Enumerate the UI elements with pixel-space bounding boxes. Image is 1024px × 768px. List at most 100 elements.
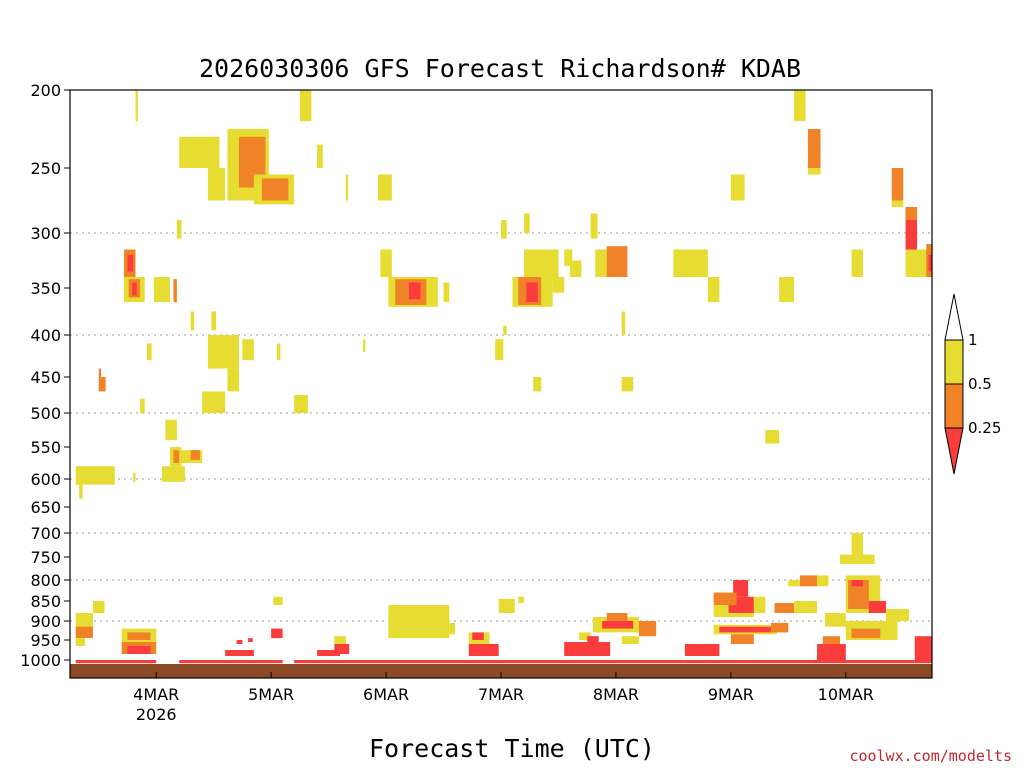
ri-cell-117 xyxy=(533,377,542,392)
ri-cell-84 xyxy=(799,575,818,587)
ri-cell-135 xyxy=(905,207,918,220)
y-tick-label-7: 550 xyxy=(30,438,61,457)
legend-bin-3 xyxy=(944,427,964,475)
ri-cell-43 xyxy=(92,601,105,613)
ri-cell-118 xyxy=(595,249,611,277)
surface-band-7 xyxy=(914,660,932,664)
ri-cell-109 xyxy=(523,249,559,277)
ri-cell-77 xyxy=(774,603,795,613)
ri-cell-42 xyxy=(75,613,93,629)
ri-cell-122 xyxy=(621,377,634,392)
y-tick-label-1: 250 xyxy=(30,159,61,178)
ri-cell-39 xyxy=(161,466,185,482)
ri-cell-41 xyxy=(273,596,283,605)
ri-cell-92 xyxy=(868,601,887,613)
ri-cell-36 xyxy=(173,450,180,463)
y-tick-label-11: 750 xyxy=(30,548,61,567)
ri-cell-25 xyxy=(227,368,239,392)
legend-label-0: 1 xyxy=(968,331,978,349)
y-tick-label-0: 200 xyxy=(30,81,61,100)
legend-bin-2 xyxy=(944,383,964,429)
surface-band-6 xyxy=(822,660,915,664)
ri-cell-115 xyxy=(495,339,504,361)
y-tick-label-3: 350 xyxy=(30,279,61,298)
ri-cell-76 xyxy=(753,596,766,613)
ri-cell-91 xyxy=(851,580,864,587)
ri-cell-21 xyxy=(176,220,182,239)
legend-bin-1 xyxy=(944,339,964,385)
ri-cell-103 xyxy=(380,249,392,277)
ri-cell-124 xyxy=(707,277,720,303)
ri-cell-90 xyxy=(848,580,869,609)
ri-cell-128 xyxy=(794,90,806,122)
ri-cell-3 xyxy=(135,90,138,122)
ri-cell-40 xyxy=(133,472,136,482)
ri-cell-62 xyxy=(248,638,253,642)
ri-cell-33 xyxy=(147,343,152,361)
ri-cell-57 xyxy=(334,636,346,644)
ri-cell-59 xyxy=(317,650,341,656)
ri-cell-65 xyxy=(602,621,634,629)
surface-band-0 xyxy=(75,660,157,664)
ri-cell-67 xyxy=(638,621,657,637)
chart-title: 2026030306 GFS Forecast Richardson# KDAB xyxy=(199,54,801,83)
ri-cell-11 xyxy=(317,144,323,168)
ri-cell-49 xyxy=(127,646,151,654)
ri-cell-78 xyxy=(794,601,818,613)
ri-cell-116 xyxy=(503,325,507,335)
ri-cell-19 xyxy=(153,277,170,303)
credit-text: coolwx.com/modelts xyxy=(849,747,1012,765)
ri-cell-82 xyxy=(771,622,789,633)
plot-area xyxy=(70,90,932,678)
ri-cell-30 xyxy=(98,368,102,377)
y-tick-label-8: 600 xyxy=(30,470,61,489)
ri-cell-13 xyxy=(378,174,392,201)
plot-frame xyxy=(69,89,933,679)
ri-cell-32 xyxy=(140,398,145,413)
ri-cell-50 xyxy=(388,605,450,639)
ri-cell-126 xyxy=(779,277,795,303)
legend-bin-0 xyxy=(944,293,964,341)
y-tick-label-9: 650 xyxy=(30,498,61,517)
y-tick-label-16: 1000 xyxy=(20,651,61,670)
x-tick-label-6: 10MAR xyxy=(818,685,874,704)
ri-cell-23 xyxy=(211,311,216,331)
x-tick-label-2: 6MAR xyxy=(363,685,409,704)
ri-cell-87 xyxy=(840,554,875,564)
ground-layer xyxy=(70,664,932,678)
y-tick-label-14: 900 xyxy=(30,612,61,631)
legend: 1 0.5 0.25 xyxy=(944,293,1001,475)
surface-band-2 xyxy=(294,660,490,664)
ri-cell-74 xyxy=(733,580,749,597)
ri-cell-56 xyxy=(518,596,524,603)
ri-cell-111 xyxy=(569,260,582,277)
ri-cell-24 xyxy=(207,335,239,369)
y-tick-label-12: 800 xyxy=(30,571,61,590)
y-tick-label-5: 450 xyxy=(30,368,61,387)
ri-cell-85 xyxy=(788,580,800,587)
ri-cell-130 xyxy=(807,168,821,175)
ri-cell-66 xyxy=(606,613,628,621)
ri-cell-20 xyxy=(173,279,177,303)
ri-cell-51 xyxy=(449,622,456,635)
ri-cell-110 xyxy=(552,277,565,293)
ri-cell-9 xyxy=(261,178,289,201)
ri-cell-114 xyxy=(523,213,530,233)
legend-label-1: 0.5 xyxy=(968,375,992,393)
ri-cell-94 xyxy=(825,613,846,627)
ri-cell-133 xyxy=(891,200,904,207)
ri-cell-71 xyxy=(621,636,639,644)
ri-cell-69 xyxy=(564,642,611,656)
ri-cell-61 xyxy=(236,640,243,644)
data-cells xyxy=(75,90,932,664)
ri-cell-5 xyxy=(207,168,226,201)
surface-band-1 xyxy=(179,660,283,664)
ri-cell-60 xyxy=(225,650,254,656)
ri-cell-0 xyxy=(75,466,113,485)
surface-band-5 xyxy=(684,660,823,664)
legend-label-2: 0.25 xyxy=(968,419,1001,437)
ri-cell-53 xyxy=(472,632,484,640)
ri-cell-38 xyxy=(190,450,200,460)
ri-cell-120 xyxy=(590,213,598,239)
